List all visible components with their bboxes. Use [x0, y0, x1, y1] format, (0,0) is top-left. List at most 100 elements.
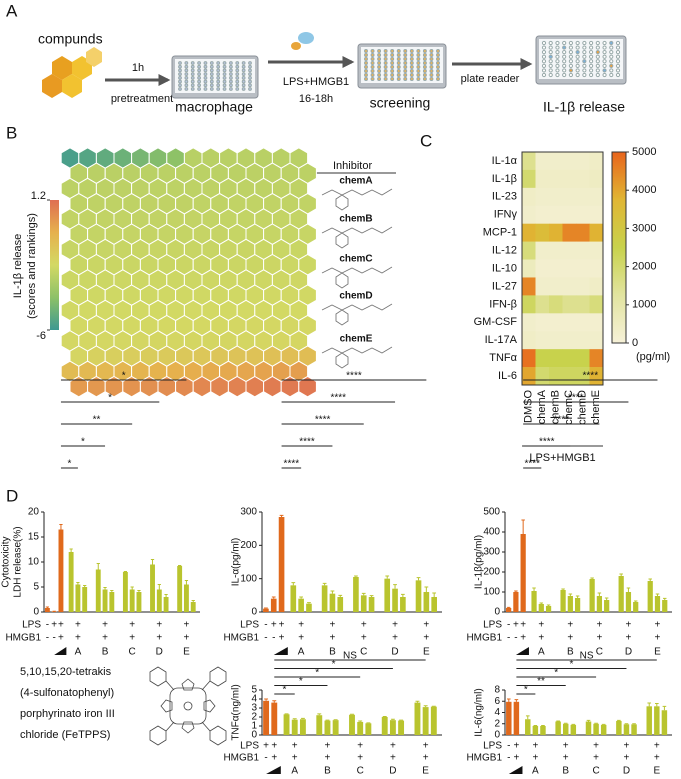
group-label: C [592, 766, 599, 777]
significance-label: * [283, 685, 287, 696]
significance-label: NS [580, 651, 594, 662]
well [403, 61, 408, 65]
bar [538, 604, 544, 612]
error-bar [655, 593, 660, 596]
column-label: chemA [536, 389, 548, 424]
well [409, 73, 414, 77]
row-sign: + [423, 633, 429, 644]
well [209, 87, 214, 91]
well [364, 53, 368, 57]
x-axis-label: LPS+HMGB1 [529, 452, 595, 464]
well [197, 72, 201, 77]
row-sign: + [624, 753, 630, 764]
heatmap-cell [589, 331, 604, 350]
colorbar-unit: (pg/ml) [636, 351, 670, 363]
well [209, 64, 214, 69]
row-label: LPS [22, 620, 41, 631]
well [184, 64, 189, 69]
heatmap-cell [589, 295, 604, 314]
well [615, 50, 621, 55]
well [235, 68, 240, 73]
row-sign: + [129, 633, 135, 644]
heatmap-cell [549, 331, 563, 350]
well [436, 65, 440, 69]
heatmap-cell [522, 205, 536, 224]
row-sign: + [513, 620, 519, 631]
well [555, 63, 560, 68]
row-label: IFNγ [494, 209, 518, 221]
inhibitor-name: chemD [339, 291, 372, 302]
row-sign: + [563, 753, 569, 764]
row-sign: + [58, 620, 64, 631]
well [588, 50, 594, 55]
group-label: A [75, 647, 82, 658]
heatmap-cell [589, 259, 604, 278]
well [248, 68, 252, 73]
row-sign: + [75, 620, 81, 631]
well [190, 87, 195, 91]
y-axis-label: IL-α(pg/ml) [231, 538, 242, 587]
bar [661, 710, 668, 735]
well [555, 54, 560, 59]
well [609, 45, 614, 50]
well [203, 83, 208, 88]
well [409, 61, 414, 65]
error-bar [604, 597, 609, 600]
well [184, 68, 189, 73]
legend-title: IL-1β release [12, 234, 24, 298]
error-bar [358, 720, 363, 722]
row-sign: + [392, 633, 398, 644]
group-label: E [423, 647, 430, 658]
bar [102, 589, 108, 612]
row-sign: + [567, 620, 573, 631]
bar [291, 719, 298, 735]
group-label: D [625, 647, 632, 658]
well [541, 40, 547, 46]
group-label: B [562, 766, 569, 777]
well [235, 83, 240, 88]
bar [618, 576, 624, 612]
well [370, 77, 375, 81]
error-bar [561, 588, 565, 590]
heatmap-cell [576, 241, 590, 260]
error-bar [617, 719, 621, 721]
y-tick-label: 2 [251, 712, 257, 723]
row-sign: + [520, 633, 526, 644]
column-label: chemD [577, 390, 589, 425]
well [197, 75, 201, 80]
error-bar [506, 698, 511, 702]
group-label: E [654, 647, 661, 658]
well [178, 64, 182, 69]
error-bar [539, 602, 544, 604]
well [541, 59, 547, 64]
dose-triangle [508, 766, 523, 774]
well [602, 50, 607, 55]
heatmap-cell [589, 277, 604, 296]
bar [567, 596, 573, 612]
bar [68, 552, 74, 612]
well [429, 65, 434, 69]
well [203, 79, 208, 84]
heatmap-cell [589, 349, 604, 368]
row-sign: + [271, 741, 277, 752]
row-sign: + [538, 633, 544, 644]
compound-hexagon [263, 375, 282, 398]
heatmap-cell [522, 169, 536, 189]
well [409, 53, 414, 57]
row-sign: + [271, 753, 277, 764]
error-bar [514, 699, 519, 702]
error-bar [123, 571, 128, 572]
error-bar [59, 524, 63, 530]
row-label: LPS [240, 620, 259, 631]
well [615, 45, 621, 50]
well [241, 83, 246, 88]
row-label: IFN-β [489, 298, 517, 310]
error-bar [594, 722, 598, 724]
column-label: chemC [563, 390, 575, 425]
significance-label: **** [568, 393, 584, 404]
well [229, 68, 233, 73]
error-bar [521, 519, 525, 534]
heatmap-cell [535, 205, 550, 224]
group-label: B [102, 647, 109, 658]
